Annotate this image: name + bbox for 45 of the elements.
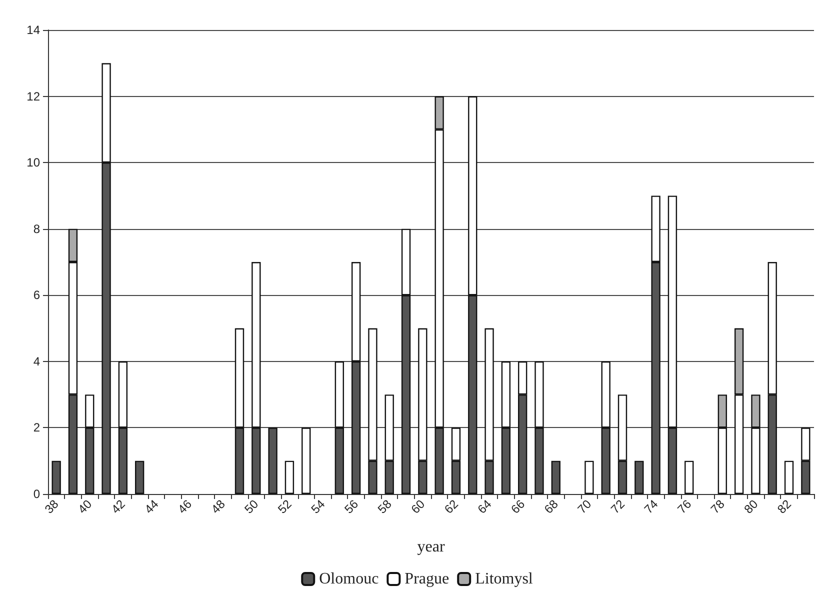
y-tick-label: 10 [26,156,40,170]
x-tick-label: 68 [542,496,562,516]
y-tick-label: 2 [33,420,40,435]
x-tick-label: 82 [774,496,794,516]
x-tick-label: 64 [474,496,494,516]
legend-label: Litomysl [475,570,534,588]
x-tick-label: 76 [674,496,694,516]
x-tick-label: 50 [242,496,262,516]
x-tick-label: 48 [208,496,228,516]
x-tick-label: 42 [108,496,128,516]
bar [284,460,294,494]
legend-label: Prague [404,570,450,588]
x-tick-label: 80 [741,496,761,516]
x-axis-title: year [417,538,446,556]
y-tick-label: 12 [26,89,40,104]
x-tick-label: 70 [574,496,594,516]
legend-label: Olomouc [319,570,379,588]
y-tick-label: 14 [26,23,40,37]
bar [584,460,594,494]
bar [684,460,694,494]
bar [634,460,644,494]
x-tick-label: 66 [508,496,528,516]
x-tick-label: 44 [142,496,162,516]
x-tick-label: 56 [342,496,362,516]
x-tick-label: 54 [308,496,328,516]
y-tick-label: 6 [33,288,40,302]
x-tick-label: 52 [275,496,295,516]
y-tick-label: 0 [33,487,40,501]
bar [52,460,61,494]
bar [784,460,794,494]
x-tick-label: 38 [42,496,62,516]
x-tick-label: 72 [608,496,628,516]
x-tick-label: 62 [442,496,462,516]
y-tick-label: 4 [33,354,40,368]
bar [302,428,311,494]
y-tick-label: 8 [33,222,40,236]
bar [268,428,278,494]
x-tick-label: 46 [175,496,195,516]
x-tick-label: 78 [708,496,728,516]
x-tick-label: 40 [75,496,95,516]
bar [135,460,144,494]
x-tick-label: 58 [374,496,395,516]
bar [551,460,560,494]
x-tick-label: 60 [408,496,428,516]
x-tick-label: 74 [641,496,661,516]
